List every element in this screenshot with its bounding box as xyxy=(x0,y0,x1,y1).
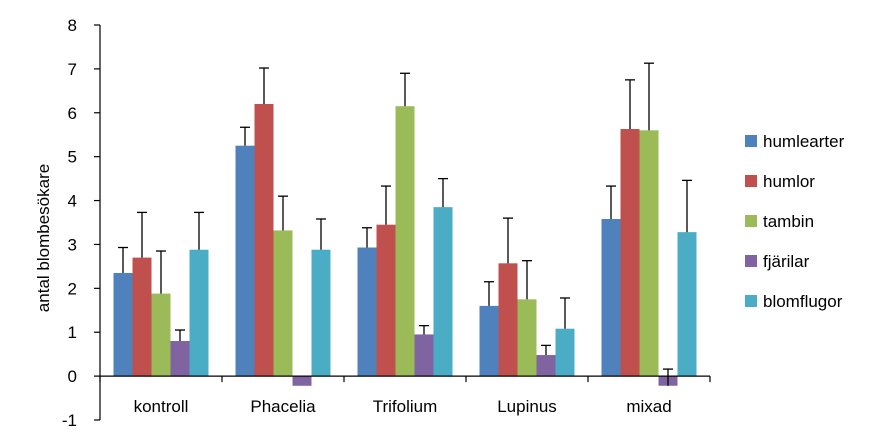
bar xyxy=(189,249,209,377)
bar xyxy=(620,129,640,377)
bar xyxy=(395,106,415,377)
bar xyxy=(677,232,697,377)
bar xyxy=(639,130,659,377)
legend-swatch xyxy=(745,135,757,147)
legend-label: tambin xyxy=(763,212,814,231)
category-label: Trifolium xyxy=(373,397,438,416)
y-tick-label: 0 xyxy=(68,367,77,386)
y-tick-label: 4 xyxy=(68,192,77,211)
bar xyxy=(273,230,293,377)
category-label: kontroll xyxy=(134,397,189,416)
y-tick-label: 5 xyxy=(68,148,77,167)
bar xyxy=(601,218,621,377)
y-tick-label: 6 xyxy=(68,104,77,123)
bar xyxy=(433,207,453,377)
bar xyxy=(517,299,537,377)
legend-swatch xyxy=(745,295,757,307)
y-axis-ticks: -1 0 1 2 3 4 5 6 7 8 xyxy=(62,16,100,430)
category-label: mixad xyxy=(626,397,671,416)
bar xyxy=(113,272,133,377)
bar xyxy=(414,334,434,377)
y-tick-label: 1 xyxy=(68,323,77,342)
legend-label: blomflugor xyxy=(763,292,843,311)
legend-label: fjärilar xyxy=(763,252,810,271)
category-label: Phacelia xyxy=(250,397,316,416)
y-tick-label: 7 xyxy=(68,60,77,79)
legend-label: humlor xyxy=(763,172,815,191)
legend-swatch xyxy=(745,215,757,227)
bar xyxy=(292,376,312,386)
bar xyxy=(170,341,190,377)
bar xyxy=(357,247,377,377)
y-tick-label: 2 xyxy=(68,279,77,298)
legend-label: humlearter xyxy=(763,132,845,151)
y-tick-label: -1 xyxy=(62,411,77,430)
legend-swatch xyxy=(745,175,757,187)
bar xyxy=(151,293,171,377)
error-bars xyxy=(118,62,692,386)
category-labels: kontroll Phacelia Trifolium Lupinus mixad xyxy=(134,397,672,416)
y-tick-label: 8 xyxy=(68,16,77,35)
category-label: Lupinus xyxy=(497,397,557,416)
bar xyxy=(555,328,575,377)
bar xyxy=(479,305,499,377)
bar xyxy=(132,257,152,377)
bar xyxy=(376,224,396,377)
bar xyxy=(536,355,556,377)
legend: humlearter humlor tambin fjärilar blomflugor xyxy=(745,132,845,311)
legend-swatch xyxy=(745,255,757,267)
y-tick-label: 3 xyxy=(68,235,77,254)
y-axis-title: antal blombesökare xyxy=(34,164,53,312)
bars xyxy=(113,104,697,386)
bar xyxy=(498,263,518,377)
x-axis-ticks xyxy=(99,376,711,383)
bar xyxy=(254,104,274,377)
bar xyxy=(311,249,331,377)
bar xyxy=(235,145,255,377)
